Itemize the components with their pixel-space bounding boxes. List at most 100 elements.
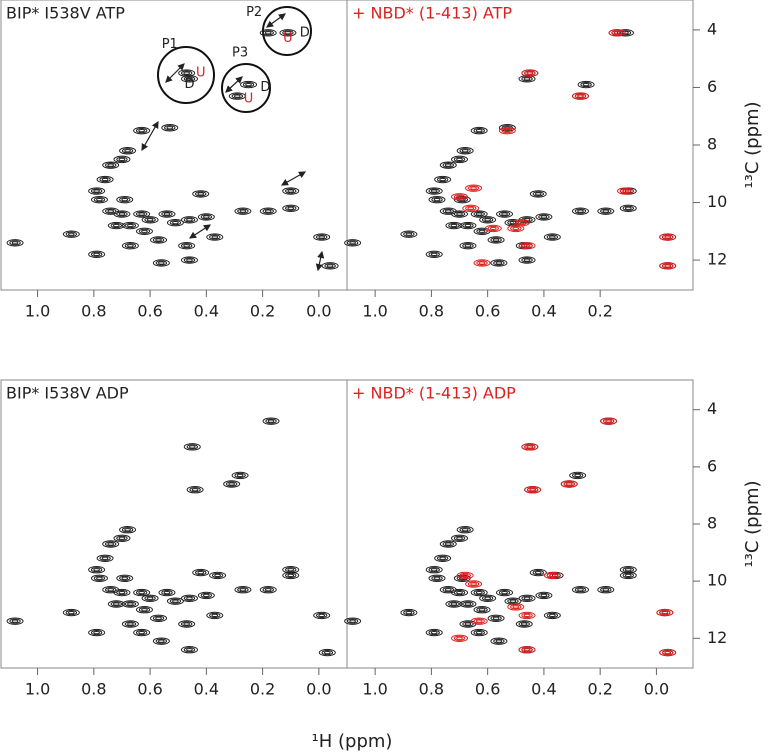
contour — [135, 211, 148, 217]
contour — [546, 612, 559, 619]
contour — [521, 595, 533, 601]
peak — [445, 600, 463, 608]
x-tick-label: 0.8 — [81, 302, 106, 321]
y-tick-label: 10 — [707, 192, 727, 211]
contour — [326, 264, 334, 268]
peak — [259, 207, 277, 215]
contour — [262, 30, 274, 36]
contour — [492, 238, 500, 242]
peak — [141, 216, 159, 224]
contour — [507, 603, 525, 611]
peak — [150, 614, 168, 622]
contour — [490, 259, 508, 267]
peak — [659, 233, 677, 241]
contour — [524, 70, 536, 76]
contour — [11, 241, 19, 245]
contour — [234, 472, 246, 479]
contour — [158, 210, 176, 218]
contour — [135, 629, 148, 636]
peak — [209, 571, 227, 580]
contour — [197, 192, 205, 196]
contour — [518, 594, 536, 602]
contour — [68, 610, 75, 615]
peak — [152, 637, 170, 645]
peak — [133, 210, 151, 218]
peak — [451, 210, 469, 218]
contour — [444, 588, 452, 592]
contour — [467, 185, 480, 191]
contour — [133, 210, 151, 218]
contour — [504, 128, 511, 133]
contour — [490, 237, 502, 243]
contour — [656, 608, 674, 617]
contour — [625, 568, 632, 572]
contour — [574, 473, 581, 478]
contour — [127, 622, 134, 626]
peak — [428, 574, 446, 582]
contour — [521, 612, 533, 619]
peak — [529, 190, 547, 198]
contour — [127, 223, 134, 228]
contour — [264, 588, 272, 592]
peak — [344, 239, 362, 247]
contour — [284, 31, 292, 35]
contour — [101, 177, 109, 182]
contour — [462, 621, 474, 627]
contour — [526, 445, 534, 449]
x-tick-label: 0.2 — [250, 302, 275, 321]
peak — [521, 443, 539, 451]
contour — [287, 573, 295, 578]
contour — [90, 629, 103, 636]
peak — [259, 586, 277, 594]
contour — [186, 648, 193, 652]
contour — [119, 575, 131, 581]
contour — [93, 575, 106, 581]
peak — [178, 241, 196, 250]
contour — [180, 75, 198, 83]
contour — [200, 214, 213, 220]
contour — [96, 554, 114, 562]
contour — [481, 595, 494, 601]
contour — [124, 601, 137, 607]
contour — [150, 236, 168, 244]
contour — [479, 594, 497, 602]
peak — [571, 207, 589, 215]
contour — [138, 607, 151, 613]
contour — [118, 590, 126, 595]
peak — [6, 617, 24, 625]
contour — [180, 256, 198, 264]
contour — [318, 648, 336, 657]
y-axis-label: ¹³C (ppm) — [742, 480, 763, 567]
contour — [490, 615, 502, 621]
contour — [622, 567, 635, 573]
peak — [498, 126, 516, 135]
panel-title: + NBD* (1-413) ADP — [352, 384, 516, 403]
peak — [425, 187, 443, 195]
peak — [231, 471, 249, 480]
contour — [118, 536, 126, 540]
contour — [161, 589, 173, 596]
arrow — [225, 76, 243, 93]
contour — [197, 591, 215, 600]
x-tick-label: 0.4 — [194, 680, 219, 699]
contour — [155, 616, 162, 620]
peak — [487, 236, 505, 244]
x-tick-label: 0.6 — [475, 302, 500, 321]
peak — [186, 486, 204, 494]
peak — [518, 611, 536, 620]
contour — [172, 599, 179, 603]
peak — [166, 218, 184, 227]
contour — [195, 191, 207, 197]
peak — [321, 262, 339, 270]
peak — [90, 574, 108, 582]
peak — [569, 471, 587, 480]
y-tick-label: 4 — [707, 399, 717, 418]
contour — [183, 647, 196, 653]
contour — [195, 569, 207, 576]
arrow — [280, 171, 307, 186]
contour — [245, 82, 252, 87]
peak — [439, 207, 457, 215]
contour — [180, 216, 198, 224]
peak — [462, 204, 480, 212]
contour — [228, 482, 235, 486]
